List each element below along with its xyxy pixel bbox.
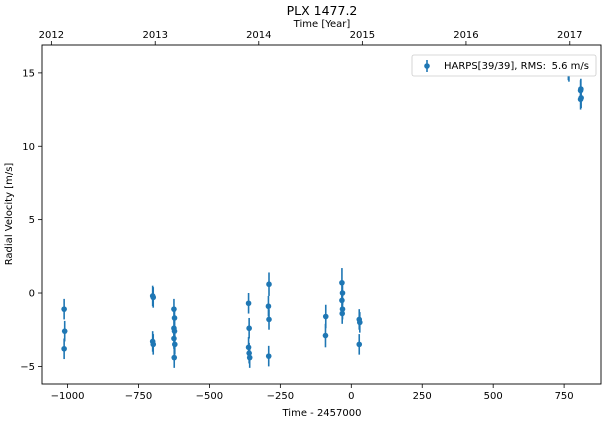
- y-tick-label: 0: [29, 289, 35, 300]
- x-tick-label: 250: [413, 391, 432, 402]
- legend-marker: [424, 60, 430, 72]
- top-x-tick-label: 2014: [246, 30, 271, 41]
- legend-box: [411, 54, 597, 77]
- legend: HARPS[39/39], RMS: 5.6 m/s: [411, 54, 597, 77]
- data-point: [150, 294, 157, 301]
- x-tick-label: 0: [348, 391, 354, 402]
- top-x-tick-label: 2016: [453, 30, 478, 41]
- data-point: [246, 354, 253, 361]
- y-axis-label: Radial Velocity [m/s]: [4, 163, 15, 266]
- x-tick-label: 750: [555, 391, 574, 402]
- top-x-axis-label: Time [Year]: [293, 19, 351, 30]
- y-tick-label: −5: [20, 362, 35, 373]
- data-point: [356, 341, 363, 348]
- data-point: [171, 335, 177, 342]
- x-tick-label: −750: [125, 391, 152, 402]
- data-point: [578, 86, 584, 92]
- top-x-tick-label: 2017: [557, 30, 582, 41]
- top-x-tick-label: 2013: [142, 30, 167, 41]
- top-x-tick-label: 2015: [350, 30, 375, 41]
- legend-point: [424, 63, 430, 69]
- data-point: [322, 332, 329, 339]
- data-point: [265, 303, 272, 310]
- data-point: [171, 354, 178, 361]
- data-point: [61, 345, 67, 352]
- data-point: [61, 306, 67, 312]
- plot-area: [41, 44, 602, 385]
- data-series: [61, 59, 584, 368]
- x-axis: −1000 −750 −500 −250 0 250 500 750: [51, 384, 574, 402]
- x-axis-label: Time - 2457000: [282, 408, 362, 419]
- data-point: [266, 281, 272, 288]
- x-tick-label: 500: [484, 391, 503, 402]
- data-point: [322, 313, 329, 320]
- y-tick-label: 5: [29, 215, 35, 226]
- x-tick-label: −250: [267, 391, 294, 402]
- y-tick-label: 15: [22, 68, 35, 79]
- x-tick-label: −1000: [51, 391, 85, 402]
- data-point: [357, 319, 363, 326]
- data-point: [171, 341, 178, 348]
- y-tick-label: 10: [22, 142, 35, 153]
- data-point: [61, 328, 68, 334]
- x-tick-label: −500: [196, 391, 223, 402]
- y-axis: −5 0 5 10 15: [20, 68, 42, 373]
- top-x-tick-label: 2012: [39, 30, 64, 41]
- data-point: [246, 325, 252, 332]
- top-x-axis: 2012 2013 2014 2015 2016 2017: [39, 30, 583, 45]
- data-point: [245, 300, 252, 307]
- legend-rms-value: 5.6 m/s: [552, 61, 589, 72]
- legend-series-label: HARPS[39/39], RMS:: [444, 61, 546, 72]
- chart-title: PLX 1477.2: [287, 3, 358, 18]
- data-point: [150, 341, 157, 348]
- data-point: [266, 316, 272, 323]
- data-point: [339, 310, 346, 317]
- data-point: [265, 353, 272, 359]
